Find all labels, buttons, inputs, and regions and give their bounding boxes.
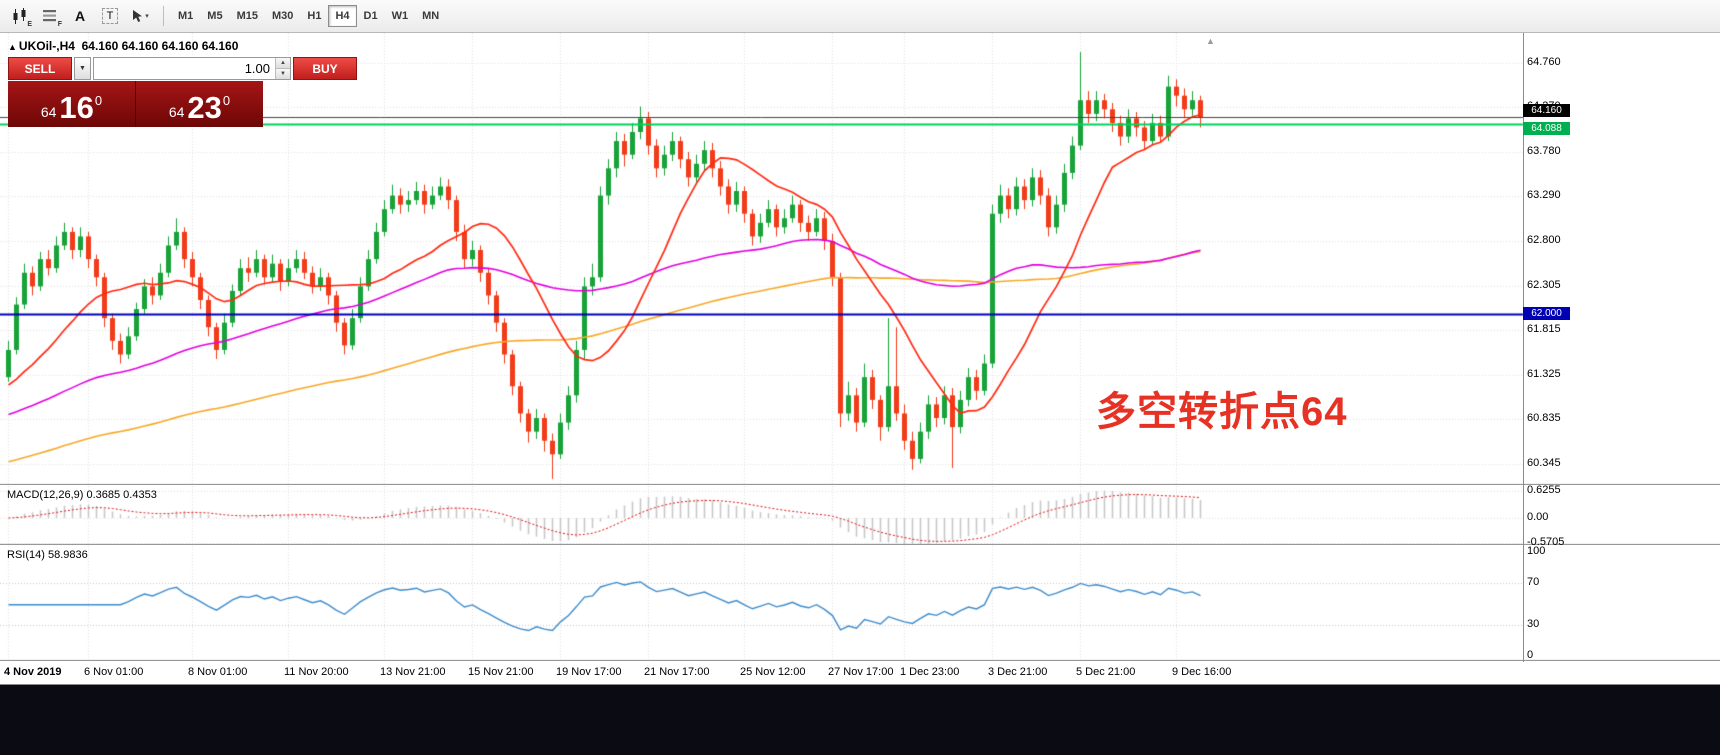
symbol-marker-icon: ▲ — [8, 42, 17, 52]
chevron-down-icon: ▾ — [145, 13, 149, 20]
sell-price-sup: 0 — [94, 93, 103, 108]
price-chart-canvas[interactable] — [0, 33, 1720, 485]
toolbar: E F A T ▾ M1 M5 M15 M30 H1 H4 D1 W1 MN — [0, 0, 1720, 33]
chart-text-annotation: 多空转折点64 — [1096, 390, 1348, 434]
time-axis-label: 9 Dec 16:00 — [1172, 666, 1232, 678]
volume-increase-button[interactable]: ▲ — [276, 58, 290, 69]
chart-window: ▲ UKOil-,H4 64.160 64.160 64.160 64.160 ▲… — [0, 33, 1720, 755]
time-axis-label: 25 Nov 12:00 — [740, 666, 806, 678]
sell-button[interactable]: SELL — [8, 57, 72, 80]
volume-spinner: ▲ ▼ — [275, 58, 290, 79]
time-axis-label: 27 Nov 17:00 — [828, 666, 894, 678]
candles-glyph — [13, 7, 26, 24]
time-axis-label: 13 Nov 21:00 — [380, 666, 446, 678]
timeframe-m15[interactable]: M15 — [236, 10, 258, 22]
volume-input[interactable] — [94, 58, 275, 79]
chart-shift-marker[interactable]: ▲ — [1206, 36, 1215, 46]
time-axis-label: 11 Nov 20:00 — [284, 666, 349, 678]
symbol-ohlc-header: ▲ UKOil-,H4 64.160 64.160 64.160 64.160 — [8, 39, 238, 53]
buy-price-small: 64 — [168, 104, 185, 120]
time-axis-label: 8 Nov 01:00 — [188, 666, 248, 678]
rsi-canvas[interactable] — [0, 546, 1720, 661]
time-axis-label: 5 Dec 21:00 — [1076, 666, 1136, 678]
time-axis[interactable]: 4 Nov 2019 6 Nov 01:00 8 Nov 01:00 11 Nov 2… — [0, 662, 1720, 684]
symbol-ohlc-text: UKOil-,H4 64.160 64.160 64.160 64.160 — [18, 39, 239, 53]
timeframe-h1[interactable]: H1 — [307, 10, 322, 22]
macd-canvas[interactable] — [0, 486, 1720, 545]
timeframe-m1[interactable]: M1 — [178, 10, 194, 22]
one-click-trading-panel: SELL ▼ ▲ ▼ BUY 64 16 0 64 23 0 — [8, 57, 357, 127]
insert-label-icon[interactable]: T — [96, 4, 124, 29]
cursor-glyph — [133, 10, 143, 22]
volume-decrease-button[interactable]: ▼ — [276, 69, 290, 79]
timeframe-mn[interactable]: MN — [422, 10, 440, 22]
timeframe-d1[interactable]: D1 — [363, 10, 378, 22]
subscript-f: F — [57, 20, 62, 28]
price-scale-divider — [1523, 33, 1524, 684]
timeframe-m30[interactable]: M30 — [271, 10, 294, 22]
time-axis-label: 6 Nov 01:00 — [84, 666, 144, 678]
volume-box: ▲ ▼ — [93, 57, 291, 80]
trade-prices-row: 64 16 0 64 23 0 — [8, 81, 263, 127]
sell-price-big: 16 — [59, 90, 94, 125]
buy-button[interactable]: BUY — [293, 57, 357, 80]
timeframe-m5[interactable]: M5 — [207, 10, 223, 22]
time-axis-label: 1 Dec 23:00 — [900, 666, 960, 678]
list-glyph — [43, 10, 56, 22]
insert-text-icon[interactable]: A — [74, 8, 86, 24]
indicator-list-icon[interactable]: F — [36, 4, 64, 29]
toolbar-separator — [163, 6, 164, 26]
time-axis-label: 3 Dec 21:00 — [988, 666, 1048, 678]
time-axis-label: 4 Nov 2019 — [4, 666, 62, 678]
buy-price-display[interactable]: 64 23 0 — [136, 81, 263, 127]
timeframe-group: M1 M5 M15 M30 H1 H4 D1 W1 MN — [171, 5, 446, 27]
timeframe-w1[interactable]: W1 — [391, 10, 409, 22]
cursor-mode-icon[interactable]: ▾ — [126, 4, 154, 29]
trade-buttons-row: SELL ▼ ▲ ▼ BUY — [8, 57, 357, 80]
bottom-dark-panel — [0, 684, 1720, 755]
buy-price-sup: 0 — [222, 93, 231, 108]
sell-price-display[interactable]: 64 16 0 — [8, 81, 135, 127]
time-axis-label: 15 Nov 21:00 — [468, 666, 534, 678]
order-options-dropdown[interactable]: ▼ — [74, 57, 91, 80]
time-axis-label: 19 Nov 17:00 — [556, 666, 622, 678]
time-axis-label: 21 Nov 17:00 — [644, 666, 710, 678]
sell-price-small: 64 — [40, 104, 57, 120]
timeframe-h4[interactable]: H4 — [328, 5, 357, 27]
buy-price-big: 23 — [187, 90, 222, 125]
subscript-e: E — [27, 20, 32, 28]
candlestick-chart-icon[interactable]: E — [6, 4, 34, 29]
rsi-indicator-title: RSI(14) 58.9836 — [7, 549, 88, 561]
macd-indicator-title: MACD(12,26,9) 0.3685 0.4353 — [7, 489, 157, 501]
